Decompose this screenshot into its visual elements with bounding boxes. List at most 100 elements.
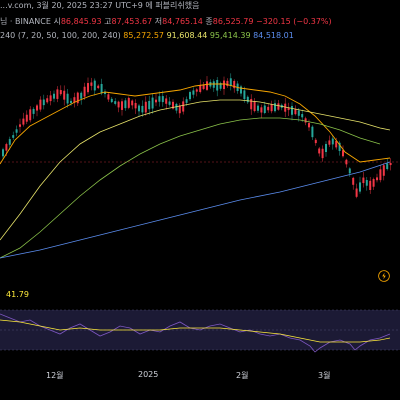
candle-body — [80, 92, 83, 99]
close-value: 86,525.79 — [212, 17, 254, 26]
candle-body — [19, 124, 21, 127]
candle-body — [352, 177, 355, 185]
low-label: 저 — [154, 17, 163, 26]
candle-body — [321, 148, 324, 159]
ma-longest-line — [0, 161, 391, 259]
x-label-dec: 12월 — [46, 371, 64, 380]
candle-body — [192, 90, 195, 95]
candle-body — [66, 93, 69, 104]
x-label-2025: 2025 — [138, 370, 159, 379]
candle-body — [172, 101, 174, 109]
candle-body — [127, 97, 130, 108]
candle-body — [379, 169, 382, 181]
candle-body — [151, 97, 154, 109]
candle-body — [73, 97, 76, 103]
candle-body — [389, 162, 392, 166]
candle-body — [314, 139, 317, 144]
candle-body — [46, 98, 49, 103]
candle-body — [338, 142, 341, 151]
candle-body — [219, 83, 222, 89]
candle-body — [308, 123, 310, 128]
publish-info-text: ...v.com, 3월 20, 2025 23:27 UTC+9 에 퍼블리쉬… — [0, 1, 200, 10]
candle-body — [348, 168, 351, 174]
x-label-feb: 2월 — [236, 371, 249, 380]
ma-value-1: 85,272.57 — [123, 31, 165, 40]
candle-body — [2, 149, 4, 157]
candle-body — [362, 177, 365, 184]
candle-body — [342, 150, 344, 157]
ma-params[interactable]: 240 (7, 20, 50, 100, 200, 240) — [0, 31, 121, 40]
candle-body — [202, 84, 205, 89]
candle-body — [155, 99, 157, 103]
candle-body — [229, 78, 232, 86]
candle-body — [212, 81, 215, 88]
ohlc-bar: 님 · BINANCE 시86,845.93 고87,453.67 저84,76… — [0, 17, 332, 27]
candle-body — [233, 80, 236, 89]
candle-body — [189, 92, 191, 100]
candle-body — [359, 182, 361, 192]
candle-body — [161, 96, 164, 103]
high-label: 고 — [104, 17, 112, 26]
candle-body — [318, 148, 321, 154]
candle-body — [114, 101, 117, 104]
candle-body — [148, 100, 151, 110]
candle-body — [291, 106, 293, 115]
candle-body — [25, 114, 28, 122]
candle-body — [121, 101, 123, 110]
candle-body — [124, 100, 127, 109]
symbol-label[interactable]: 님 · BINANCE — [0, 17, 51, 26]
candle-body — [70, 100, 72, 104]
candle-body — [12, 135, 15, 138]
candle-body — [331, 138, 334, 145]
candle-body — [243, 90, 246, 100]
candle-body — [253, 101, 256, 112]
candle-body — [325, 143, 327, 153]
candle-body — [250, 98, 253, 110]
candle-body — [355, 188, 358, 197]
candle-body — [182, 101, 185, 112]
candle-body — [32, 108, 35, 114]
candle-body — [29, 109, 32, 121]
price-chart[interactable] — [0, 44, 400, 290]
candle-body — [284, 103, 287, 112]
candle-body — [93, 80, 96, 91]
candle-body — [104, 91, 106, 95]
candle-body — [175, 103, 178, 111]
candle-body — [53, 93, 55, 99]
candle-body — [107, 94, 110, 100]
rsi-value: 41.79 — [6, 290, 29, 299]
candle-body — [246, 96, 249, 103]
candle-body — [59, 90, 62, 95]
candle-body — [97, 85, 100, 89]
candle-body — [382, 165, 385, 176]
candle-body — [8, 139, 11, 145]
x-axis: 12월 2025 2월 3월 — [0, 370, 400, 400]
ma-legend: 240 (7, 20, 50, 100, 200, 240) 85,272.57… — [0, 31, 294, 41]
candle-body — [311, 126, 314, 138]
candle-body — [226, 80, 229, 87]
rsi-panel[interactable] — [0, 290, 400, 370]
candle-body — [49, 95, 52, 102]
candle-body — [15, 129, 18, 133]
candle-body — [56, 89, 59, 99]
ma-value-3: 95,414.39 — [209, 31, 251, 40]
candle-body — [297, 110, 300, 116]
candle-body — [216, 79, 219, 91]
candle-body — [274, 103, 276, 112]
candle-body — [22, 118, 25, 125]
candle-body — [287, 108, 290, 111]
high-value: 87,453.67 — [111, 17, 153, 26]
candle-body — [304, 118, 307, 123]
candle-body — [277, 103, 280, 110]
ma-long-line — [0, 117, 381, 259]
candle-body — [168, 101, 171, 105]
candle-body — [165, 98, 168, 104]
candle-body — [195, 89, 198, 92]
candle-body — [144, 101, 147, 113]
candle-body — [83, 86, 86, 97]
candle-body — [63, 90, 66, 100]
candle-body — [141, 105, 144, 113]
lightning-icon[interactable] — [378, 270, 390, 282]
candle-body — [42, 99, 45, 106]
candle-body — [178, 105, 181, 114]
